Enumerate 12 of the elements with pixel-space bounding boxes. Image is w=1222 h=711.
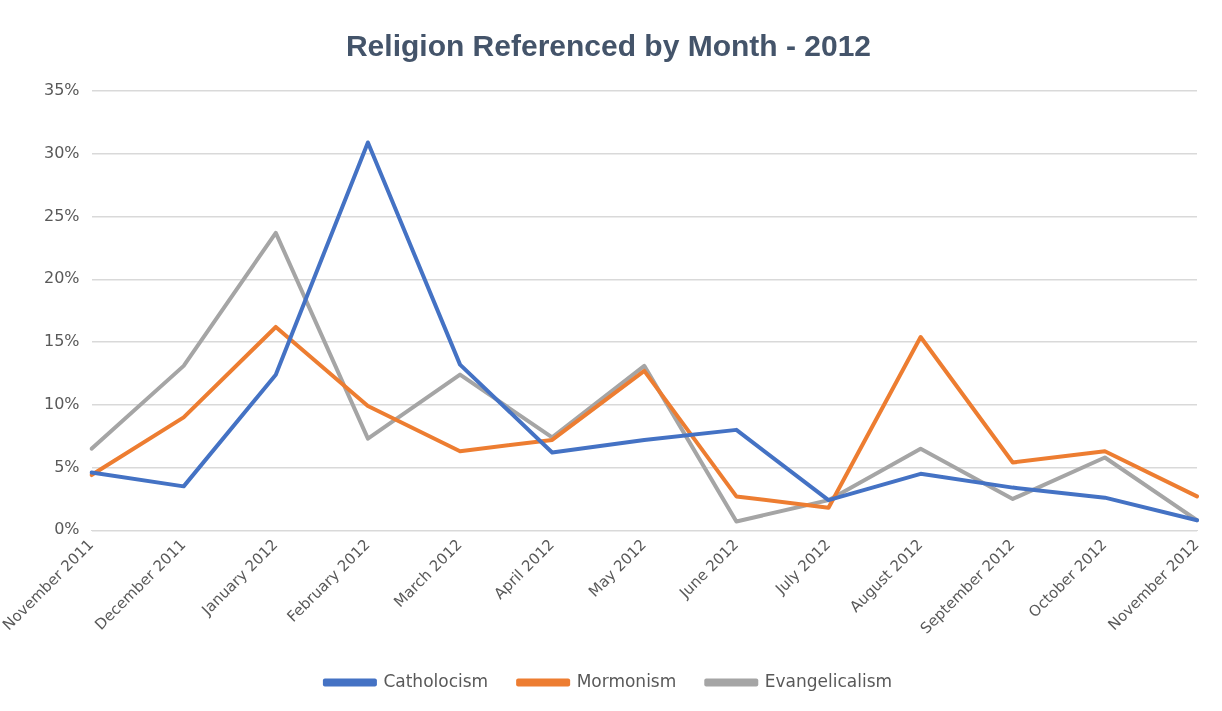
y-tick-label: 10% <box>43 393 80 413</box>
y-tick-label: 35% <box>43 80 80 100</box>
y-tick-label: 0% <box>54 519 80 539</box>
y-tick-label: 20% <box>43 268 80 288</box>
legend-label: Mormonism <box>576 670 677 691</box>
chart-title: Religion Referenced by Month - 2012 <box>345 29 872 63</box>
y-tick-label: 15% <box>43 331 80 351</box>
y-tick-label: 30% <box>43 142 80 162</box>
y-tick-label: 25% <box>43 205 80 225</box>
legend-label: Catholocism <box>383 670 489 691</box>
y-tick-label: 5% <box>54 456 80 476</box>
legend-label: Evangelicalism <box>764 670 893 691</box>
